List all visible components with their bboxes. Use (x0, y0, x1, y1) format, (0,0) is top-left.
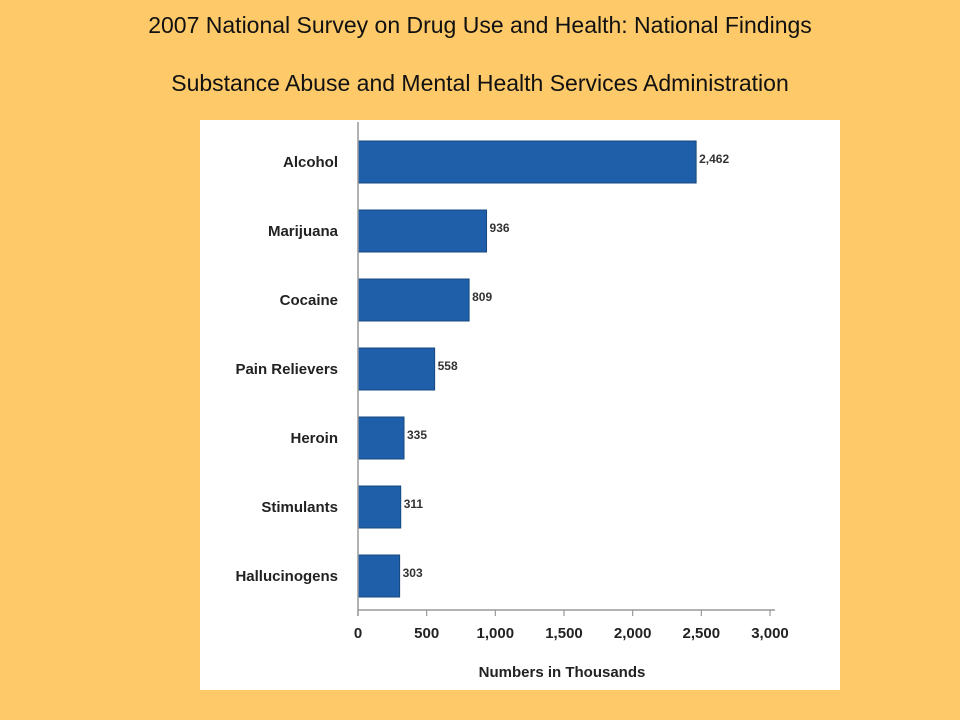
category-label: Marijuana (268, 223, 339, 240)
x-tick-label: 2,500 (683, 625, 721, 642)
x-tick-label: 1,500 (545, 625, 583, 642)
category-label: Heroin (290, 430, 338, 447)
data-label: 558 (438, 359, 458, 373)
x-axis-ticks: 0 500 1,000 1,500 2,000 2,500 3,000 (354, 610, 789, 642)
bar (357, 416, 405, 460)
x-tick-label: 0 (354, 625, 362, 642)
bar (357, 554, 401, 598)
x-tick-label: 3,000 (751, 625, 789, 642)
category-labels: Alcohol Marijuana Cocaine Pain Relievers Her… (235, 154, 338, 585)
category-label: Pain Relievers (235, 361, 338, 378)
bar-chart: Alcohol Marijuana Cocaine Pain Relievers Her… (235, 122, 789, 681)
data-label: 2,462 (699, 152, 729, 166)
category-label: Stimulants (261, 499, 338, 516)
bar (357, 140, 697, 184)
x-tick-label: 2,000 (614, 625, 652, 642)
bar (357, 485, 402, 529)
category-label: Hallucinogens (235, 568, 338, 585)
data-label: 335 (407, 428, 427, 442)
data-label: 303 (403, 566, 423, 580)
x-tick-label: 1,000 (477, 625, 515, 642)
slide-title: 2007 National Survey on Drug Use and Hea… (148, 12, 812, 38)
x-axis-label: Numbers in Thousands (479, 664, 646, 681)
data-labels: 2,462 936 809 558 335 311 303 (403, 152, 730, 580)
bars-group (357, 140, 697, 598)
category-label: Cocaine (280, 292, 338, 309)
bar (357, 347, 436, 391)
bar (357, 209, 488, 253)
category-label: Alcohol (283, 154, 338, 171)
chart-panel: Alcohol Marijuana Cocaine Pain Relievers Her… (200, 120, 840, 690)
bar (357, 278, 470, 322)
slide-subtitle: Substance Abuse and Mental Health Servic… (171, 70, 789, 96)
x-tick-label: 500 (414, 625, 439, 642)
data-label: 311 (404, 497, 424, 511)
data-label: 936 (490, 221, 510, 235)
data-label: 809 (472, 290, 492, 304)
